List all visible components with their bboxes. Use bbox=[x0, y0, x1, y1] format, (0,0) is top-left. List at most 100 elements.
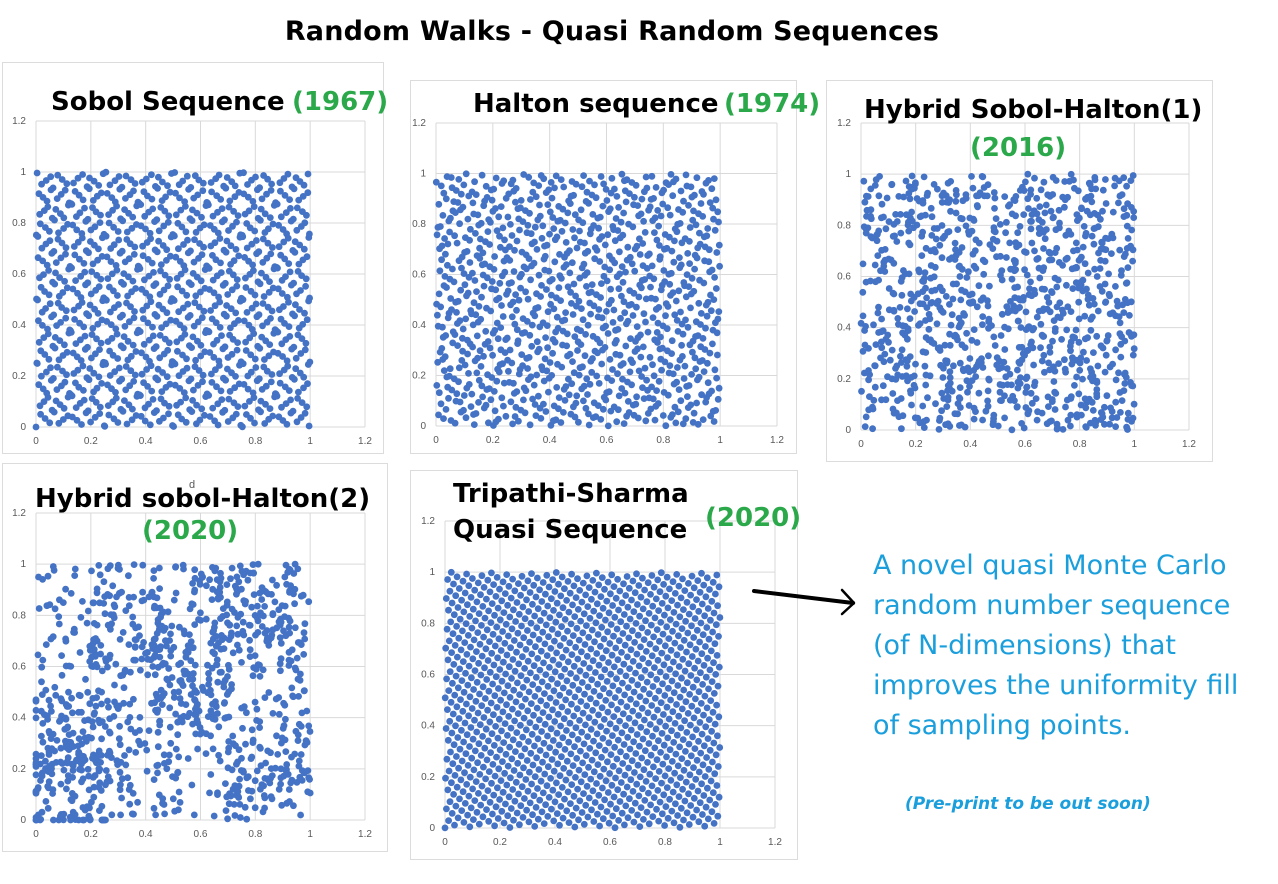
scatter-point bbox=[542, 751, 550, 759]
scatter-point bbox=[277, 315, 285, 323]
scatter-point bbox=[140, 315, 147, 323]
scatter-point bbox=[685, 790, 692, 798]
scatter-point bbox=[254, 186, 261, 194]
scatter-point bbox=[560, 183, 568, 191]
scatter-point bbox=[610, 306, 618, 314]
scatter-point bbox=[537, 293, 544, 300]
scatter-point bbox=[509, 420, 516, 428]
scatter-point bbox=[655, 817, 663, 825]
scatter-point bbox=[1101, 420, 1108, 428]
scatter-point bbox=[608, 701, 615, 709]
scatter-point bbox=[43, 261, 51, 269]
scatter-point bbox=[965, 402, 973, 409]
scatter-point bbox=[302, 275, 310, 283]
scatter-point bbox=[545, 388, 552, 396]
scatter-point bbox=[490, 388, 498, 395]
scatter-point bbox=[167, 316, 175, 324]
scatter-point bbox=[638, 754, 646, 762]
scatter-point bbox=[116, 313, 124, 321]
scatter-point bbox=[614, 406, 622, 414]
scatter-point bbox=[116, 377, 123, 385]
scatter-point bbox=[154, 376, 162, 384]
scatter-point bbox=[531, 238, 538, 246]
scatter-point bbox=[629, 658, 637, 665]
scatter-point bbox=[176, 799, 184, 806]
scatter-point bbox=[578, 679, 586, 686]
scatter-point bbox=[1024, 170, 1032, 178]
scatter-point bbox=[590, 818, 598, 825]
scatter-point bbox=[284, 234, 292, 242]
scatter-point bbox=[595, 224, 602, 232]
scatter-point bbox=[1002, 229, 1009, 237]
scatter-point bbox=[519, 814, 527, 821]
scatter-point bbox=[1102, 200, 1110, 207]
scatter-point bbox=[132, 348, 140, 355]
scatter-point bbox=[487, 749, 494, 756]
scatter-point bbox=[455, 715, 463, 722]
scatter-point bbox=[444, 706, 451, 713]
scatter-point bbox=[1105, 270, 1112, 278]
scatter-point bbox=[484, 706, 491, 714]
scatter-point bbox=[666, 665, 674, 673]
scatter-point bbox=[145, 727, 153, 734]
scatter-point bbox=[939, 309, 947, 316]
scatter-point bbox=[535, 685, 542, 693]
scatter-point bbox=[1003, 365, 1011, 372]
scatter-point bbox=[639, 343, 647, 351]
scatter-point bbox=[74, 174, 82, 182]
scatter-point bbox=[695, 737, 702, 745]
scatter-point bbox=[460, 738, 467, 746]
scatter-point bbox=[80, 260, 88, 267]
scatter-point bbox=[1076, 366, 1084, 374]
scatter-point bbox=[84, 716, 92, 724]
scatter-point bbox=[668, 807, 676, 815]
scatter-point bbox=[258, 386, 266, 393]
scatter-point bbox=[647, 751, 655, 759]
scatter-point bbox=[561, 397, 569, 404]
scatter-point bbox=[85, 249, 92, 257]
scatter-point bbox=[84, 279, 92, 287]
scatter-point bbox=[582, 721, 589, 729]
scatter-point bbox=[544, 344, 551, 352]
scatter-point bbox=[462, 414, 470, 422]
scatter-point bbox=[56, 717, 64, 724]
scatter-point bbox=[885, 285, 893, 292]
scatter-point bbox=[603, 389, 611, 396]
scatter-point bbox=[619, 278, 627, 286]
scatter-point bbox=[175, 788, 183, 796]
scatter-point bbox=[38, 180, 45, 188]
scatter-point bbox=[653, 675, 661, 683]
scatter-point bbox=[477, 671, 485, 679]
scatter-point bbox=[630, 738, 637, 746]
scatter-point bbox=[79, 598, 86, 605]
scatter-point bbox=[644, 759, 651, 766]
scatter-point bbox=[713, 249, 721, 256]
scatter-point bbox=[1028, 292, 1036, 300]
scatter-point bbox=[551, 718, 559, 725]
scatter-point bbox=[150, 282, 158, 289]
scatter-point bbox=[627, 695, 634, 703]
scatter-point bbox=[209, 252, 216, 259]
scatter-point bbox=[908, 172, 916, 180]
scatter-point bbox=[1112, 283, 1119, 290]
scatter-point bbox=[1120, 174, 1128, 182]
scatter-point bbox=[645, 659, 652, 667]
scatter-point bbox=[95, 245, 102, 253]
scatter-point bbox=[612, 805, 620, 813]
scatter-point bbox=[966, 355, 974, 362]
scatter-point bbox=[79, 362, 87, 370]
scatter-point bbox=[157, 267, 164, 275]
scatter-point bbox=[663, 784, 671, 791]
scatter-point bbox=[921, 362, 929, 370]
scatter-point bbox=[628, 757, 636, 765]
scatter-point bbox=[529, 395, 536, 403]
scatter-point bbox=[570, 369, 578, 377]
scatter-point bbox=[437, 400, 445, 408]
scatter-point bbox=[625, 764, 632, 772]
scatter-point bbox=[1115, 199, 1122, 207]
scatter-point bbox=[206, 576, 214, 584]
scatter-point bbox=[42, 224, 49, 231]
scatter-point bbox=[214, 208, 221, 216]
scatter-point bbox=[543, 652, 551, 659]
scatter-point bbox=[567, 800, 574, 807]
